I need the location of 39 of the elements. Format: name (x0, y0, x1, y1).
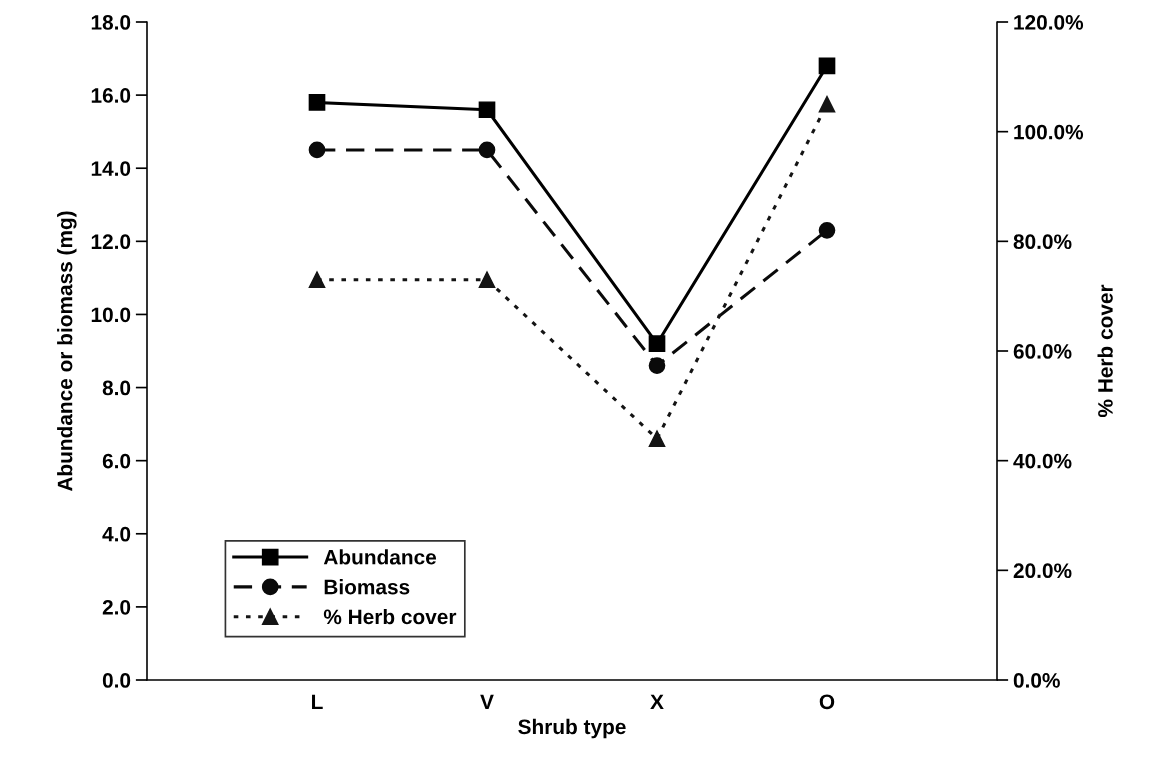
legend-label: Abundance (323, 549, 437, 565)
point (478, 141, 496, 159)
x-tick-label: X (650, 694, 664, 709)
y-tick-label: 12.0 (91, 234, 131, 250)
y-tick-label: 2.0 (102, 599, 131, 615)
y2-tick-label: 60.0% (1013, 344, 1072, 359)
y-tick-label: 8.0 (102, 380, 131, 396)
y2-axis-title: % Herb cover (1097, 284, 1113, 418)
y2-tick-label: 0.0% (1013, 673, 1060, 688)
y2-tick-label: 80.0% (1013, 234, 1072, 250)
legend-label: % Herb cover (323, 608, 457, 625)
point (648, 335, 666, 353)
x-tick-label: V (480, 694, 494, 709)
y2-tick-label: 100.0% (1014, 124, 1084, 140)
point (478, 271, 496, 289)
y-axis-title: Abundance or biomass (mg) (57, 211, 77, 492)
point (818, 95, 836, 113)
y2-tick-label: 40.0% (1013, 453, 1072, 469)
legend-label: Biomass (324, 579, 410, 595)
point (818, 57, 836, 75)
point (478, 101, 496, 119)
x-axis-title: Shrub type (518, 718, 626, 739)
point (648, 357, 666, 374)
y-tick-label: 10.0 (91, 307, 131, 323)
y-tick-label: 16.0 (91, 88, 131, 103)
y-tick-label: 4.0 (102, 526, 131, 542)
y2-tick-label: 20.0% (1013, 563, 1072, 579)
y-tick-label: 6.0 (102, 453, 131, 469)
point (308, 141, 326, 159)
point (648, 430, 666, 448)
y-tick-label: 18.0 (91, 15, 131, 30)
point (818, 222, 836, 239)
y-tick-label: 14.0 (91, 161, 131, 176)
y2-tick-label: 120.0% (1014, 15, 1084, 30)
y-tick-label: 0.0 (102, 673, 131, 688)
x-tick-label: O (819, 694, 835, 710)
x-tick-label: L (312, 694, 323, 709)
point (308, 94, 326, 111)
point (308, 271, 326, 289)
